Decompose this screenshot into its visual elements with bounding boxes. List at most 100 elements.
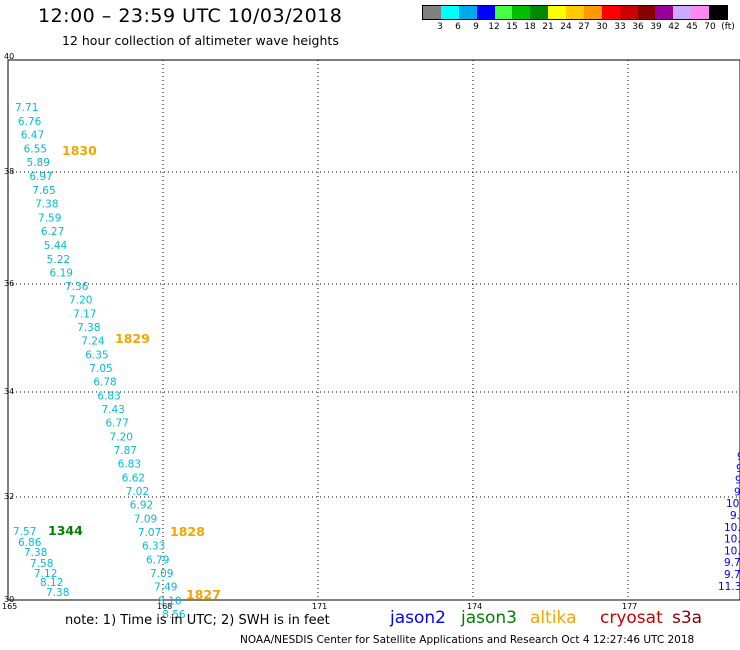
credit-line: NOAA/NESDIS Center for Satellite Applica… [240, 634, 695, 646]
wave-height-value: 7.12 [34, 568, 57, 580]
wave-height-value: 8.12 [40, 577, 63, 589]
mission-label-altika: altika [530, 608, 577, 628]
mission-label-jason3: jason3 [461, 608, 517, 628]
colorbar-swatch [494, 6, 513, 19]
wave-height-value: 7.17 [73, 308, 96, 320]
colorbar-unit: (ft) [721, 22, 735, 32]
wave-height-value: 9 [735, 475, 740, 487]
wave-height-value: 6.55 [24, 143, 47, 155]
wave-height-value: 7.36 [65, 281, 89, 293]
wave-height-value: 9.7 [724, 557, 740, 569]
colorbar-swatch [655, 6, 674, 19]
wave-height-value: 7.59 [38, 212, 61, 224]
colorbar-swatch [691, 6, 709, 19]
colorbar-swatch [619, 6, 638, 19]
colorbar-label: 30 [596, 22, 608, 32]
wave-height-value: 6.62 [122, 472, 145, 484]
track-id-label: 1829 [115, 331, 150, 346]
lon-tick-label: 165 [2, 602, 17, 611]
wave-height-value: 6.92 [130, 500, 153, 512]
wave-height-value: 7.24 [81, 336, 105, 348]
wave-height-value: 7.71 [15, 102, 38, 114]
colorbar-label: 12 [488, 22, 500, 32]
wave-height-value: 6.35 [85, 349, 108, 361]
colorbar-swatch [458, 6, 477, 19]
colorbar-swatch [566, 6, 584, 19]
wave-height-value: 10. [724, 534, 740, 546]
lat-tick-label: 36 [4, 279, 14, 288]
colorbar-label: 9 [473, 22, 479, 32]
wave-height-value: 6.77 [106, 418, 129, 430]
colorbar-swatch [423, 6, 441, 19]
wave-height-value: 6.79 [146, 554, 169, 566]
colorbar-label: 24 [560, 22, 572, 32]
lon-tick-label: 171 [312, 602, 327, 611]
wave-height-value: 6.27 [41, 226, 64, 238]
wave-height-value: 7.65 [32, 185, 55, 197]
colorbar-label: 27 [578, 22, 590, 32]
colorbar-swatch [673, 6, 692, 19]
wave-height-value: 6.47 [21, 130, 44, 142]
wave-height-value: 7.20 [69, 295, 92, 307]
wave-height-value: 7.38 [35, 199, 58, 211]
wave-height-value: 7.20 [110, 431, 133, 443]
wave-height-value: 8.56 [162, 609, 186, 621]
map-frame [7, 59, 740, 601]
colorbar-label: 39 [650, 22, 662, 32]
colorbar-swatch [548, 6, 566, 19]
wave-height-value: 10 [726, 498, 739, 510]
colorbar-label: 33 [614, 22, 626, 32]
colorbar-swatch [601, 6, 620, 19]
wave-height-value: 7.05 [89, 363, 112, 375]
colorbar-swatch [440, 6, 459, 19]
page-title: 12:00 – 23:59 UTC 10/03/2018 [38, 5, 343, 27]
wave-height-value: 5.89 [27, 157, 50, 169]
colorbar-label: 6 [455, 22, 461, 32]
colorbar-label: 18 [524, 22, 536, 32]
wave-height-value: 6.33 [142, 541, 165, 553]
wave-height-value: 6.97 [29, 171, 52, 183]
colorbar-swatch [637, 6, 656, 19]
wave-height-value: 7.07 [138, 527, 161, 539]
lon-tick-label: 177 [622, 602, 637, 611]
wave-height-value: 7.87 [114, 445, 137, 457]
wave-height-value: 7.57 [13, 526, 36, 538]
lat-tick-label: 40 [4, 52, 14, 61]
wave-height-value: 7.38 [46, 587, 69, 599]
wave-height-value: 6.86 [18, 537, 42, 549]
lon-tick-label: 174 [467, 602, 482, 611]
wave-height-value: 7.58 [30, 558, 53, 570]
colorbar-swatch [709, 6, 727, 19]
wave-height-value: 6.78 [93, 377, 116, 389]
wave-height-value: 7.09 [134, 513, 157, 525]
wave-height-value: 7.09 [150, 568, 173, 580]
wave-height-value: 7.38 [77, 322, 100, 334]
wave-height-value: 10. [724, 545, 740, 557]
wave-height-value: 7.49 [154, 582, 177, 594]
wave-height-value: 9.7 [724, 569, 740, 581]
colorbar-label: 45 [686, 22, 698, 32]
mission-label-cryosat: cryosat [600, 608, 663, 628]
wave-height-value: 11.3 [718, 581, 740, 593]
note-text: note: 1) Time is in UTC; 2) SWH is in fe… [65, 613, 330, 628]
mission-label-jason2: jason2 [390, 608, 446, 628]
wave-height-value: 9 [737, 451, 740, 463]
wave-height-value: 9. [730, 510, 740, 522]
map-grid [8, 60, 740, 600]
lat-tick-label: 30 [4, 595, 14, 604]
wave-height-value: 7.38 [24, 547, 47, 559]
colorbar-swatch [512, 6, 531, 19]
colorbar-label: 70 [704, 22, 716, 32]
colorbar-swatch [476, 6, 495, 19]
wave-height-value: 7.02 [126, 486, 149, 498]
lon-tick-label: 168 [157, 602, 172, 611]
track-id-label: 1828 [170, 524, 205, 539]
track-id-label: 1830 [62, 143, 97, 158]
wave-height-value: 9 [734, 486, 740, 498]
colorbar-label: 21 [542, 22, 554, 32]
track-values: 7.716.766.476.555.896.977.657.387.596.27… [13, 102, 740, 621]
colorbar-label: 15 [506, 22, 518, 32]
wave-height-value: 9 [736, 463, 740, 475]
